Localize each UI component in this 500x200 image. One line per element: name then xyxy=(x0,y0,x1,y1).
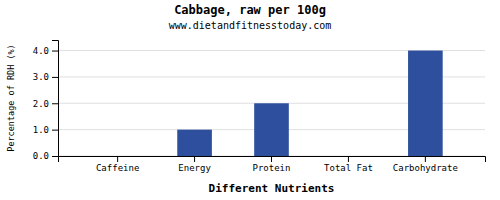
tick-mark xyxy=(52,103,58,104)
subtitle: www.dietandfitnesstoday.com xyxy=(169,20,332,31)
tick: 4.0 xyxy=(33,46,58,56)
bar xyxy=(177,130,212,156)
tick-mark xyxy=(52,156,58,157)
y-axis-title: Percentage of RDH (%) xyxy=(6,44,16,151)
tick: Caffeine xyxy=(96,156,139,173)
x-axis: Caffeine Energy Protein Total Fat Carbohydra… xyxy=(59,156,486,173)
axis-line xyxy=(52,41,59,157)
tick-label: 3.0 xyxy=(33,72,49,82)
tick-mark xyxy=(52,51,58,52)
tick-label: 0.0 xyxy=(33,151,49,161)
tick: 2.0 xyxy=(33,99,58,109)
grid xyxy=(58,51,485,156)
tick-mark xyxy=(117,156,118,162)
tick-mark xyxy=(52,77,58,78)
chart: 0.0 1.0 2.0 3.0 4.0 Caffeine Energy Protein Tota… xyxy=(0,0,500,200)
tick-label: Energy xyxy=(178,163,211,173)
bar xyxy=(100,156,135,157)
y-axis: 0.0 1.0 2.0 3.0 4.0 xyxy=(33,41,59,162)
axis-line xyxy=(59,157,486,163)
tick-label: 1.0 xyxy=(33,125,49,135)
bar xyxy=(408,51,443,156)
bar xyxy=(254,103,289,156)
bars xyxy=(177,51,442,156)
plot: 0.0 1.0 2.0 3.0 4.0 Caffeine Energy Protein Tota… xyxy=(33,41,486,174)
tick: 1.0 xyxy=(33,125,58,135)
tick-mark xyxy=(425,156,426,162)
tick-mark xyxy=(348,156,349,162)
bar xyxy=(331,156,366,157)
tick-label: Protein xyxy=(253,163,291,173)
x-axis-title: Different Nutrients xyxy=(209,182,335,195)
tick: Carbohydrate xyxy=(393,156,458,173)
tick-mark xyxy=(271,156,272,162)
tick: 0.0 xyxy=(33,151,58,161)
tick-mark xyxy=(194,156,195,162)
tick-label: Total Fat xyxy=(324,163,373,173)
tick-label: 2.0 xyxy=(33,99,49,109)
tick: Energy xyxy=(178,156,211,173)
title: Cabbage, raw per 100g xyxy=(174,3,326,17)
tick: 3.0 xyxy=(33,72,58,82)
tick-label: Carbohydrate xyxy=(393,163,458,173)
tick: Total Fat xyxy=(324,156,373,173)
tick-mark xyxy=(52,130,58,131)
tick: Protein xyxy=(253,156,291,173)
tick-label: 4.0 xyxy=(33,46,49,56)
tick-label: Caffeine xyxy=(96,163,139,173)
